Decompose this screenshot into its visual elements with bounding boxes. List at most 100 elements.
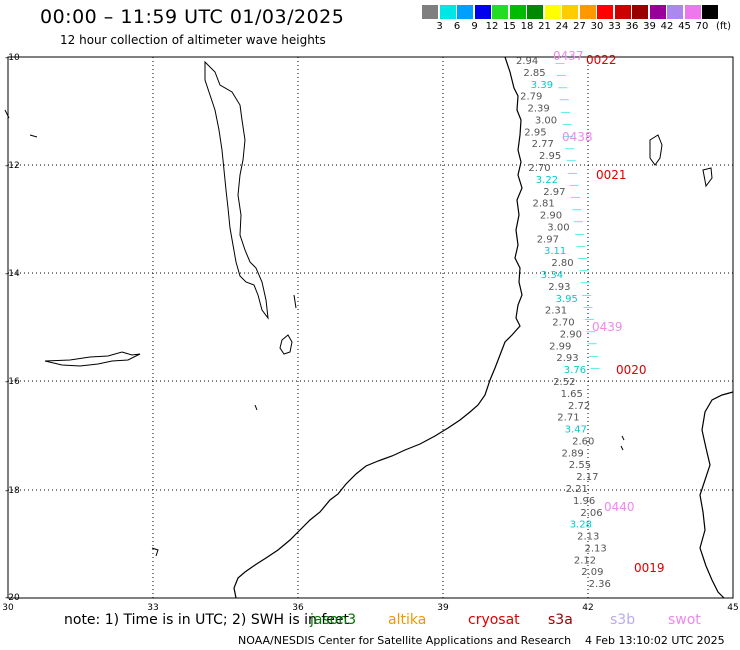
legend-label: 33 xyxy=(608,21,621,32)
track-marker: — xyxy=(559,95,569,106)
track-marker: — xyxy=(573,217,583,228)
track-marker: — xyxy=(590,363,600,374)
wave-height-value: 2.93 xyxy=(548,282,570,293)
track-marker: — xyxy=(566,156,576,167)
track-marker: — xyxy=(589,351,599,362)
small-island xyxy=(151,547,159,557)
lat-label: -14 xyxy=(5,269,20,279)
legend-swatch xyxy=(527,5,543,19)
wave-height-labels: 2.942.853.392.792.393.002.952.772.952.70… xyxy=(516,56,611,590)
legend-label: 3 xyxy=(436,21,443,32)
lat-labels: -10 -12 -14 -16 -18 -20 xyxy=(5,53,20,603)
wave-height-value: 2.90 xyxy=(540,211,562,222)
wave-height-value: 2.21 xyxy=(566,484,588,495)
track-marker: — xyxy=(583,302,593,313)
lat-label: -12 xyxy=(5,161,20,171)
legend-unit: (ft) xyxy=(716,21,732,32)
page-subtitle: 12 hour collection of altimeter wave hei… xyxy=(60,33,326,47)
track-marker: — xyxy=(584,314,594,325)
track-marker: — xyxy=(555,58,565,69)
track-marker: — xyxy=(586,326,596,337)
wave-height-value: 3.11 xyxy=(544,246,566,257)
wave-height-value: 3.76 xyxy=(564,365,586,376)
wave-height-value: 2.31 xyxy=(545,306,567,317)
pass-time-label: 0022 xyxy=(586,53,617,67)
track-marker: — xyxy=(576,241,586,252)
legend-label: 18 xyxy=(520,21,534,32)
legend-swatch xyxy=(684,5,701,19)
small-island xyxy=(4,109,10,119)
satellite-name: s3b xyxy=(610,612,636,628)
legend-label: 45 xyxy=(678,21,691,32)
legend-swatch xyxy=(439,5,456,19)
lake-malawi xyxy=(204,60,269,320)
legend-label: 27 xyxy=(573,21,586,32)
small-island xyxy=(621,435,625,441)
wave-height-value: 1.65 xyxy=(561,389,583,400)
satellite-name: swot xyxy=(668,612,701,628)
wave-height-value: 3.28 xyxy=(570,520,592,531)
legend-label: 42 xyxy=(660,21,674,32)
lon-label: 36 xyxy=(292,603,304,613)
wave-height-value: 2.99 xyxy=(549,341,571,352)
wave-height-value: 2.70 xyxy=(552,318,574,329)
wave-height-value: 3.34 xyxy=(541,270,563,281)
lake-chilwa xyxy=(279,334,293,355)
small-island xyxy=(702,167,713,188)
track-marker: — xyxy=(570,192,580,203)
wave-height-value: 2.97 xyxy=(537,234,559,245)
track-marker: — xyxy=(572,204,582,215)
wave-height-value: 2.13 xyxy=(585,543,607,554)
track-marker: — xyxy=(582,290,592,301)
map-frame xyxy=(7,56,734,599)
pass-time-labels: 0022 0021 0020 0019 0437 0438 0439 0440 xyxy=(553,49,665,575)
wave-height-value: 2.17 xyxy=(576,472,598,483)
wave-height-value: 2.72 xyxy=(568,401,590,412)
madagascar-coastline xyxy=(699,391,734,599)
small-island xyxy=(254,404,258,411)
legend-swatch xyxy=(579,5,596,19)
track-marker: — xyxy=(558,82,568,93)
pass-time-label: 0439 xyxy=(592,320,623,334)
note-text: note: 1) Time is in UTC; 2) SWH is in fe… xyxy=(64,612,350,628)
legend-swatch xyxy=(562,5,578,19)
pass-time-label: 0440 xyxy=(604,500,635,514)
legend-swatch xyxy=(597,5,613,19)
lat-label: -10 xyxy=(5,53,20,63)
legend-swatch xyxy=(492,5,508,19)
legend-swatch xyxy=(544,5,561,19)
wave-height-value: 3.47 xyxy=(565,425,587,436)
legend-swatch xyxy=(667,5,683,19)
legend-swatch xyxy=(422,5,438,19)
wave-height-value: 2.94 xyxy=(516,56,538,67)
lon-label: 42 xyxy=(582,603,593,613)
wave-height-value: 2.85 xyxy=(523,68,545,79)
legend-swatch xyxy=(649,5,666,19)
track-marker: — xyxy=(565,143,575,154)
pass-time-label: 0438 xyxy=(562,130,593,144)
wave-height-value: 2.77 xyxy=(532,139,554,150)
satellite-name: jason3 xyxy=(310,612,357,628)
small-island xyxy=(293,294,297,309)
wave-height-value: 2.95 xyxy=(539,151,561,162)
satellite-name: s3a xyxy=(548,612,573,628)
legend-label: 6 xyxy=(453,21,461,32)
lon-label: 30 xyxy=(2,603,14,613)
comoros-island xyxy=(649,134,663,166)
wave-height-value: 2.97 xyxy=(543,187,565,198)
wave-height-value: 3.00 xyxy=(535,115,557,126)
track-marker: — xyxy=(577,253,587,264)
wave-height-value: 3.22 xyxy=(536,175,558,186)
mozambique-coastline xyxy=(233,56,523,599)
page-title: 00:00 – 11:59 UTC 01/03/2025 xyxy=(40,6,345,28)
satellite-name: cryosat xyxy=(468,612,520,628)
lake-kariba xyxy=(44,351,141,367)
legend-label: 24 xyxy=(555,21,569,32)
lon-label: 33 xyxy=(147,603,158,613)
satellite-name: altika xyxy=(388,612,427,628)
pass-time-label: 0021 xyxy=(596,168,627,182)
pass-time-label: 0019 xyxy=(634,561,665,575)
track-marker: — xyxy=(568,168,578,179)
wave-height-value: 2.79 xyxy=(520,92,542,103)
